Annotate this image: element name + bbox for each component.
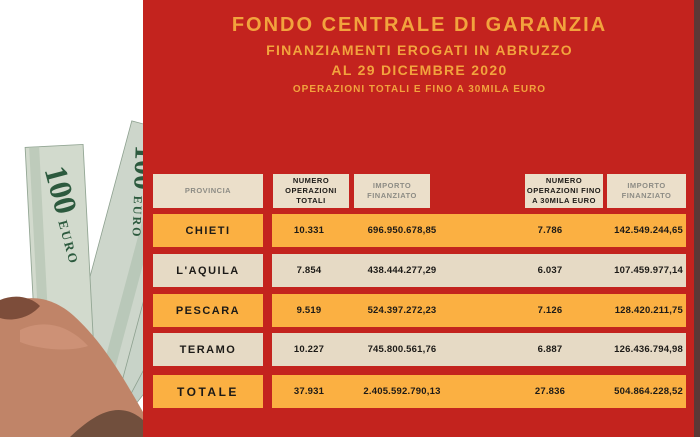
hand-icon [0, 296, 143, 437]
subtitle-note: OPERAZIONI TOTALI E FINO A 30MILA EURO [292, 83, 547, 95]
numero-30mila-value: 27.836 [534, 386, 566, 397]
importo-value: 696.950.678,85 [367, 225, 437, 236]
importo-30mila-value: 126.436.794,98 [614, 344, 683, 355]
numero-totali-value: 37.931 [293, 386, 325, 397]
values-cell: 37.931 2.405.592.790,13 27.836 504.864.2… [272, 375, 686, 408]
column-header-numero-operazioni-30mila: NUMERO OPERAZIONI FINO A 30MILA EURO [525, 174, 603, 208]
totale-label: TOTALE [153, 375, 263, 408]
column-header-importo-finanziato-30mila: IMPORTO FINANZIATO [607, 174, 686, 208]
numero-30mila-value: 7.786 [537, 225, 563, 236]
numero-30mila-value: 6.887 [537, 344, 563, 355]
importo-value: 2.405.592.790,13 [363, 386, 441, 397]
provincia-cell: L'AQUILA [153, 254, 263, 287]
numero-totali-value: 10.227 [293, 344, 325, 355]
page-title: FONDO CENTRALE DI GARANZIA [231, 14, 608, 36]
banknotes-illustration: 100 EURO 100 EURO [0, 0, 300, 437]
importo-value: 745.800.561,76 [367, 344, 437, 355]
right-edge-strip [694, 0, 700, 437]
numero-totali-value: 9.519 [296, 305, 322, 316]
column-header-numero-operazioni-totali: NUMERO OPERAZIONI TOTALI [273, 174, 349, 208]
numero-totali-value: 7.854 [296, 265, 322, 276]
column-header-provincia: PROVINCIA [153, 174, 263, 208]
numero-totali-value: 10.331 [293, 225, 325, 236]
subtitle-region: FINANZIAMENTI EROGATI IN ABRUZZO [266, 42, 573, 58]
banknote-value-label: 100 [127, 144, 143, 190]
values-cell: 7.854 438.444.277,29 6.037 107.459.977,1… [272, 254, 686, 287]
title-block: FONDO CENTRALE DI GARANZIA FINANZIAMENTI… [153, 14, 686, 96]
importo-value: 524.397.272,23 [367, 305, 437, 316]
importo-30mila-value: 142.549.244,65 [614, 225, 683, 236]
subtitle-date: AL 29 DICEMBRE 2020 [331, 61, 508, 78]
importo-30mila-value: 128.420.211,75 [614, 305, 683, 316]
importo-value: 438.444.277,29 [367, 265, 437, 276]
provincia-cell: TERAMO [153, 333, 263, 366]
numero-30mila-value: 7.126 [537, 305, 563, 316]
importo-30mila-value: 504.864.228,52 [614, 386, 683, 397]
values-cell: 10.227 745.800.561,76 6.887 126.436.794,… [272, 333, 686, 366]
importo-30mila-value: 107.459.977,14 [614, 265, 683, 276]
column-header-importo-finanziato: IMPORTO FINANZIATO [354, 174, 430, 208]
hand-with-banknotes-photo: 100 EURO 100 EURO [0, 0, 300, 437]
banknote-currency-label: EURO [129, 196, 143, 239]
values-cell: 10.331 696.950.678,85 7.786 142.549.244,… [272, 214, 686, 247]
numero-30mila-value: 6.037 [537, 265, 563, 276]
provincia-cell: PESCARA [153, 294, 263, 327]
provincia-cell: CHIETI [153, 214, 263, 247]
values-cell: 9.519 524.397.272,23 7.126 128.420.211,7… [272, 294, 686, 327]
